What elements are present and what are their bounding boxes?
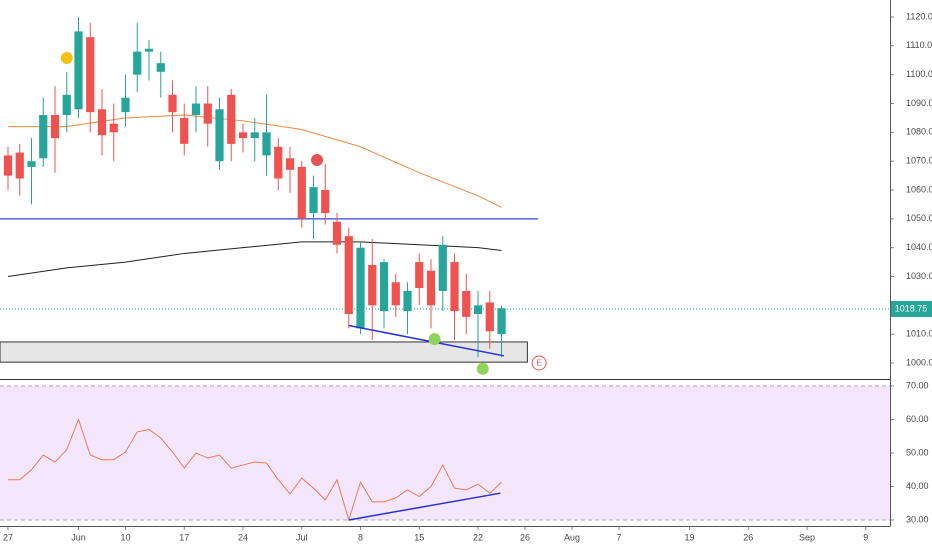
x-tick-label: 17	[179, 532, 189, 542]
y-tick-label: 1060.00	[906, 184, 932, 194]
candle-body	[332, 221, 342, 245]
candle-body	[368, 264, 377, 306]
y-tick-label: 1030.00	[906, 271, 932, 281]
candle-body	[262, 132, 271, 156]
y-tick-label: 1090.00	[906, 98, 932, 108]
candle-body	[497, 308, 506, 335]
x-tick-label: 22	[473, 532, 483, 542]
y-tick-label: 1000.00	[906, 357, 932, 367]
event-marker	[531, 355, 547, 371]
signal-marker	[428, 333, 441, 346]
candle-body	[27, 161, 36, 167]
x-tick-label: 8	[358, 532, 363, 542]
candle-body	[356, 247, 365, 329]
candle-body	[227, 94, 236, 144]
y-tick-label: 1040.00	[906, 242, 932, 252]
y-tick-label: 1080.00	[906, 127, 932, 137]
y-tick-label: 1010.00	[906, 329, 932, 339]
signal-marker	[476, 362, 489, 375]
y-tick-label: 1110.00	[906, 40, 932, 50]
candle-body	[133, 51, 142, 75]
x-tick-label: 19	[685, 532, 695, 542]
x-tick-label: 9	[863, 532, 868, 542]
candle-body	[250, 132, 259, 139]
last-price-box	[891, 300, 932, 317]
candle-body	[97, 109, 107, 136]
candle-body	[74, 31, 83, 110]
candle-body	[462, 290, 471, 317]
candle-body	[86, 37, 95, 113]
candle-body	[403, 290, 412, 312]
x-tick-label: 26	[743, 532, 753, 542]
event-label: E	[536, 359, 541, 368]
y-tick-label: 1120.00	[906, 11, 932, 21]
candle-body	[3, 155, 13, 176]
signal-marker	[311, 154, 324, 167]
candle-body	[450, 262, 459, 312]
candle-body	[274, 146, 283, 179]
y-tick-label: 60.00	[906, 414, 929, 424]
candle-body	[109, 123, 118, 133]
candle-body	[50, 115, 60, 139]
y-tick-label: 1050.00	[906, 213, 932, 223]
y-tick-label: 40.00	[906, 481, 929, 491]
candle-body	[285, 158, 295, 170]
rsi-band	[0, 386, 890, 520]
candle-body	[156, 63, 165, 72]
y-tick-label: 50.00	[906, 447, 929, 457]
x-tick-label: 26	[520, 532, 530, 542]
trend-line	[348, 324, 505, 357]
candle-body	[415, 262, 424, 289]
x-tick-label: 10	[120, 532, 130, 542]
candle-body	[297, 166, 306, 219]
x-tick-label: 24	[238, 532, 248, 542]
x-tick-label: Aug	[564, 532, 580, 542]
candle-body	[473, 305, 483, 314]
zone	[0, 341, 528, 363]
candle-body	[168, 94, 177, 113]
x-tick-label: Sep	[799, 532, 815, 542]
y-tick-label: 1070.00	[906, 156, 932, 166]
candle-body	[238, 132, 248, 139]
moving-average	[7, 114, 502, 208]
candle-body	[203, 103, 212, 124]
rsi-line	[7, 418, 502, 522]
x-tick-label: 27	[3, 532, 13, 542]
candle-body	[144, 48, 154, 52]
candle-body	[379, 262, 389, 312]
trend-line	[348, 492, 501, 521]
candle-body	[180, 117, 189, 144]
candle-body	[426, 270, 436, 306]
last-price-label: 1018.75	[895, 303, 928, 313]
y-tick-label: 1100.00	[906, 69, 932, 79]
candle-body	[215, 109, 224, 162]
x-tick-label: Jul	[296, 532, 308, 542]
y-tick-label: 70.00	[906, 380, 929, 390]
candle-body	[191, 103, 201, 116]
candle-body	[438, 244, 447, 291]
candle-body	[321, 190, 330, 214]
signal-marker	[60, 51, 73, 64]
x-tick-label: 15	[414, 532, 424, 542]
x-tick-label: Jun	[71, 532, 86, 542]
candle-body	[309, 187, 318, 214]
candle-body	[391, 282, 400, 306]
candle-body	[15, 152, 24, 179]
candle-body	[62, 94, 71, 116]
moving-average	[7, 241, 502, 278]
candle-body	[344, 236, 353, 314]
candle-body	[485, 302, 494, 332]
y-tick-label: 30.00	[906, 514, 929, 524]
candle-body	[39, 115, 48, 159]
candle-body	[121, 97, 130, 113]
x-tick-label: 7	[617, 532, 622, 542]
